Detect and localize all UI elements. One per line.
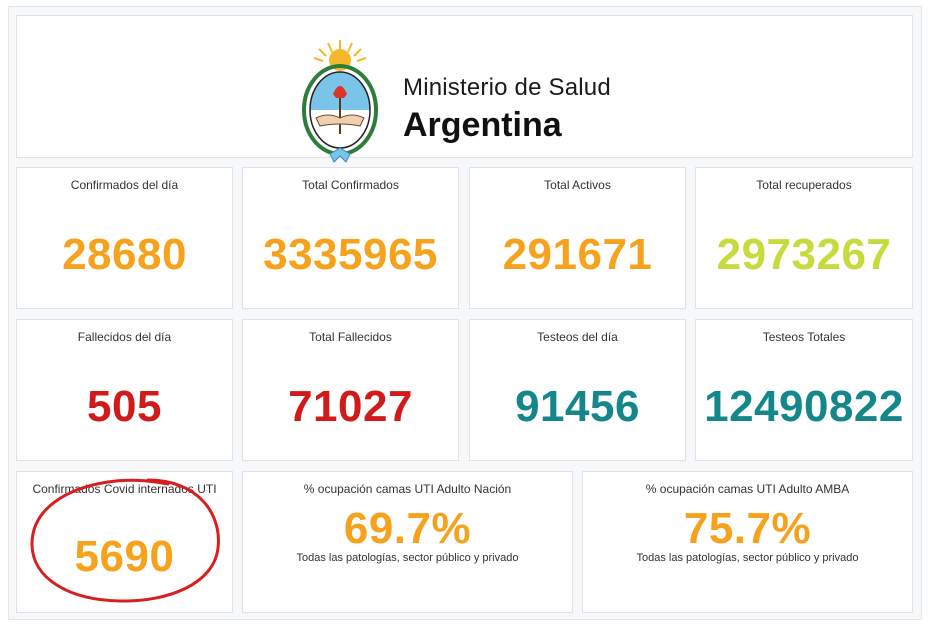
tile-value: 12490822 [704,382,904,431]
header-banner: Ministerio de Salud Argentina [16,15,913,163]
national-coat-of-arms-icon [302,40,378,163]
ministry-name: Ministerio de Salud [403,74,611,101]
country-name: Argentina [403,106,562,144]
tile-confirmados-dia: Confirmados del día 28680 [16,167,233,309]
tile-title: Confirmados Covid internados UTI [32,482,217,496]
tile-total-confirmados: Total Confirmados 3335965 [242,167,459,309]
tile-fallecidos-dia: Fallecidos del día 505 [16,319,233,461]
tile-value: 28680 [62,230,187,279]
tile-ocupacion-amba: % ocupación camas UTI Adulto AMBA 75.7% … [582,471,913,613]
tile-testeos-dia: Testeos del día 91456 [469,319,686,461]
tile-title: % ocupación camas UTI Adulto AMBA [645,482,850,496]
tile-total-fallecidos: Total Fallecidos 71027 [242,319,459,461]
tile-title: Total recuperados [756,178,852,192]
tile-title: Confirmados del día [70,178,179,192]
tile-total-activos: Total Activos 291671 [469,167,686,309]
tile-title: Total Activos [544,178,611,192]
tile-value: 3335965 [263,230,438,279]
tile-value: 2973267 [716,230,892,279]
tile-value: 71027 [288,382,413,431]
tile-total-recuperados: Total recuperados 2973267 [695,167,913,309]
tile-subtitle: Todas las patologías, sector público y p… [296,552,519,564]
tile-value: 75.7% [683,504,812,553]
tile-title: Fallecidos del día [77,330,172,344]
tile-value: 505 [87,382,162,431]
tile-title: Testeos del día [537,330,618,344]
tile-subtitle: Todas las patologías, sector público y p… [636,552,859,564]
tile-internados-uti: Confirmados Covid internados UTI 5690 [16,471,233,613]
tile-title: Total Fallecidos [309,330,392,344]
tile-testeos-totales: Testeos Totales 12490822 [695,319,913,461]
tile-ocupacion-nacion: % ocupación camas UTI Adulto Nación 69.7… [242,471,573,613]
tile-title: % ocupación camas UTI Adulto Nación [303,482,512,496]
tile-value: 91456 [515,382,640,431]
tile-value: 69.7% [343,504,472,553]
tile-value: 291671 [502,230,653,279]
tile-value: 5690 [74,532,175,581]
tile-title: Total Confirmados [302,178,399,192]
tile-title: Testeos Totales [762,330,846,344]
